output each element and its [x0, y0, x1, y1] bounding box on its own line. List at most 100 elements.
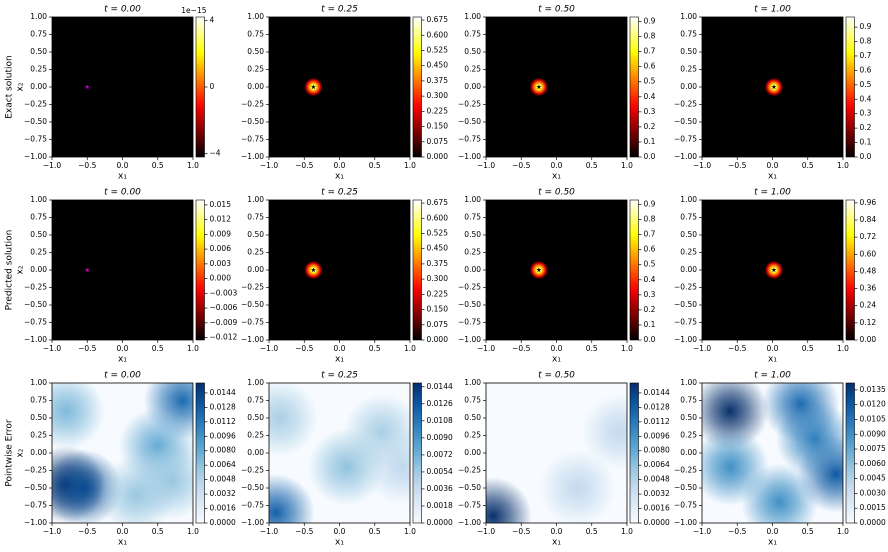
field: [52, 383, 193, 523]
colorbar-tick-label: 0.6: [644, 62, 656, 71]
colorbar-tick-label: 0.0075: [860, 444, 886, 453]
y-tick-label: 0.25: [680, 431, 697, 440]
colorbar-tick-label: 0.015: [210, 200, 232, 209]
y-tick-label: −1.00: [458, 152, 481, 161]
y-tick-label: −1.00: [241, 335, 264, 344]
y-tick-label: 0.50: [30, 47, 47, 56]
x-axis-label: x₁: [768, 355, 777, 365]
colorbar-tick-label: 0.675: [427, 15, 449, 24]
x-axis-label: x₁: [118, 355, 127, 365]
y-tick-label: −1.00: [674, 152, 697, 161]
colorbar-tick-label: 0.0080: [644, 446, 670, 455]
colorbar-tick-label: 0.600: [427, 30, 449, 39]
x-tick-label: 0.0: [767, 527, 779, 536]
colorbar-tick-label: 0.300: [427, 274, 449, 283]
y-tick-label: 0.00: [247, 265, 264, 274]
y-tick-label: 0.75: [464, 213, 481, 222]
y-tick-label: 0.50: [30, 230, 47, 239]
y-tick-label: −1.00: [24, 152, 47, 161]
marker: [771, 267, 777, 273]
colorbar-tick-label: 0.0120: [860, 400, 886, 409]
colorbar-tick-label: 0.0045: [860, 474, 886, 483]
colorbar-tick-label: 4: [210, 15, 215, 24]
x-tick-label: 0.0: [767, 344, 779, 353]
y-tick-label: −0.25: [241, 466, 264, 475]
x-tick-label: 0.5: [369, 344, 381, 353]
y-tick-label: 0.75: [247, 396, 264, 405]
colorbar-tick-label: 0.8: [644, 215, 656, 224]
x-tick-label: −1.0: [477, 527, 495, 536]
x-tick-label: 1.0: [621, 527, 633, 536]
x-tick-label: −0.5: [728, 344, 746, 353]
y-tick-label: 0.50: [247, 230, 264, 239]
colorbar-tick-label: −0.003: [210, 288, 238, 297]
colorbar-tick-label: 0.6: [860, 65, 872, 74]
y-tick-label: −0.50: [24, 300, 47, 309]
y-tick-label: 0.50: [464, 413, 481, 422]
colorbar-tick-label: 0.12: [860, 318, 877, 327]
colorbar-tick-label: 0.5: [644, 77, 656, 86]
colorbar-tick-label: 0.8: [860, 37, 872, 46]
panel: −1.0 −0.5 0.0 0.5 1.0 −1.00 −0.75 −0.50 −0.25 0.0…: [5, 5, 221, 182]
colorbar-tick-label: 0.0128: [210, 402, 236, 411]
colorbar-tick-label: 0.525: [427, 45, 449, 54]
marker: [771, 84, 777, 90]
y-tick-label: 1.00: [247, 195, 264, 204]
colorbar-tick-label: 0.0072: [427, 450, 453, 459]
x-tick-label: 0.5: [152, 161, 164, 170]
marker: [84, 267, 90, 273]
y-tick-label: 0.25: [247, 431, 264, 440]
x-tick-label: −1.0: [260, 161, 278, 170]
x-tick-label: −0.5: [78, 344, 96, 353]
x-tick-label: −0.5: [78, 161, 96, 170]
y-tick-label: −0.50: [458, 483, 481, 492]
colorbar-tick-label: 0.0018: [427, 501, 453, 510]
x-tick-label: 1.0: [187, 161, 199, 170]
y-tick-label: −0.75: [24, 318, 47, 327]
panel-title: t = 0.00: [104, 371, 141, 381]
y-tick-label: 1.00: [464, 12, 481, 21]
colorbar: [195, 199, 205, 341]
colorbar-tick-label: 0.000: [427, 335, 449, 344]
y-tick-label: −1.00: [241, 152, 264, 161]
x-tick-label: −0.5: [512, 344, 530, 353]
error-hotspot: [52, 383, 105, 450]
colorbar: [629, 16, 639, 158]
colorbar-tick-label: 0.075: [427, 320, 449, 329]
colorbar-tick-label: 0.0064: [644, 460, 670, 469]
y-tick-label: −0.50: [458, 300, 481, 309]
colorbar-tick-label: 0.675: [427, 198, 449, 207]
y-tick-label: −0.25: [674, 466, 697, 475]
marker: [536, 267, 542, 273]
colorbar-tick-label: 0.375: [427, 259, 449, 268]
x-tick-label: −0.5: [295, 527, 313, 536]
y-tick-label: 1.00: [247, 12, 264, 21]
y-tick-label: −0.75: [241, 135, 264, 144]
y-tick-label: 0.50: [464, 230, 481, 239]
y-tick-label: 0.00: [680, 448, 697, 457]
x-axis-label: x₁: [335, 172, 344, 182]
colorbar-tick-label: 0.0144: [427, 382, 453, 391]
y-tick-label: −0.50: [241, 483, 264, 492]
panel: −1.0 −0.5 0.0 0.5 1.0 −1.00 −0.75 −0.50 −0.25 0.0…: [674, 5, 872, 182]
field: [486, 17, 627, 157]
y-tick-label: 0.25: [30, 248, 47, 257]
y-tick-label: 0.25: [247, 248, 264, 257]
x-tick-label: −1.0: [260, 527, 278, 536]
colorbar-tick-label: 0.4: [644, 92, 656, 101]
x-tick-label: 0.5: [802, 161, 814, 170]
panel: −1.0 −0.5 0.0 0.5 1.0 −1.00 −0.75 −0.50 −0.25 0.0…: [458, 371, 670, 548]
colorbar-tick-label: 0.9: [644, 17, 656, 26]
colorbar-tick-label: 0.3: [860, 109, 872, 118]
colorbar-tick-label: −0.006: [210, 303, 238, 312]
colorbar-tick-label: 0.0048: [210, 475, 236, 484]
x-tick-label: −0.5: [78, 527, 96, 536]
y-tick-label: −1.00: [24, 518, 47, 527]
panel-title: t = 0.00: [104, 5, 141, 15]
panel-title: t = 0.25: [321, 371, 358, 381]
y-tick-label: 0.50: [464, 47, 481, 56]
error-hotspot: [307, 428, 386, 506]
x-tick-label: −1.0: [693, 161, 711, 170]
panel: −1.0 −0.5 0.0 0.5 1.0 −1.00 −0.75 −0.50 −0.25 0.0…: [241, 371, 453, 548]
